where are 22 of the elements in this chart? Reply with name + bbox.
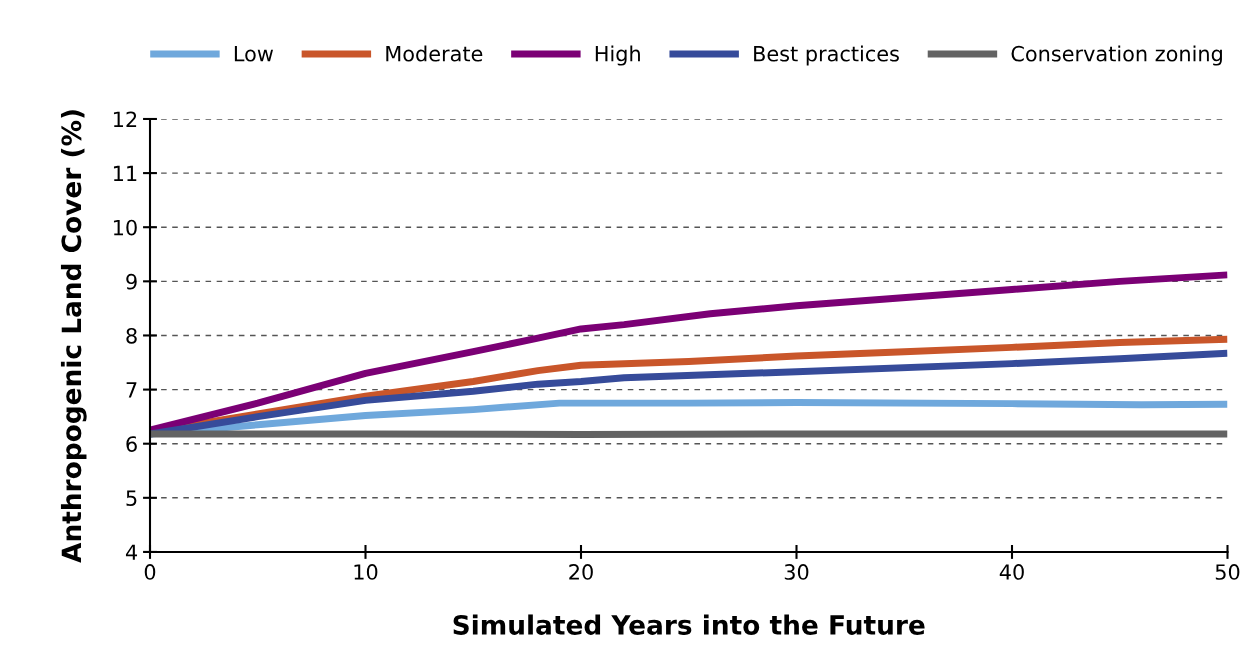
y-tick-label: 12 <box>113 111 137 127</box>
x-tick-label: 30 <box>784 564 809 580</box>
x-tick-label: 50 <box>1215 564 1240 580</box>
y-axis-title: Anthropogenic Land Cover (%) <box>60 110 87 563</box>
x-tick-label: 10 <box>354 564 378 580</box>
legend-label: Conservation zoning <box>1011 45 1222 66</box>
legend-label: Moderate <box>386 45 483 62</box>
x-tick-label: 20 <box>569 564 593 580</box>
y-tick-label: 6 <box>126 436 137 452</box>
x-tick-label: 40 <box>999 564 1024 580</box>
y-tick-label: 11 <box>113 165 137 182</box>
x-tick-label: 0 <box>144 564 156 580</box>
y-tick-label: 5 <box>126 490 137 507</box>
y-tick-label: 7 <box>126 382 137 398</box>
x-axis-title: Simulated Years into the Future <box>453 614 925 635</box>
y-tick-label: 4 <box>125 544 138 560</box>
legend-label: Low <box>234 46 273 62</box>
legend-label: Best practices <box>754 45 899 66</box>
y-tick-label: 9 <box>126 273 137 290</box>
legend-label: High <box>595 45 640 66</box>
y-tick-label: 10 <box>113 219 137 236</box>
y-tick-label: 8 <box>126 327 137 344</box>
